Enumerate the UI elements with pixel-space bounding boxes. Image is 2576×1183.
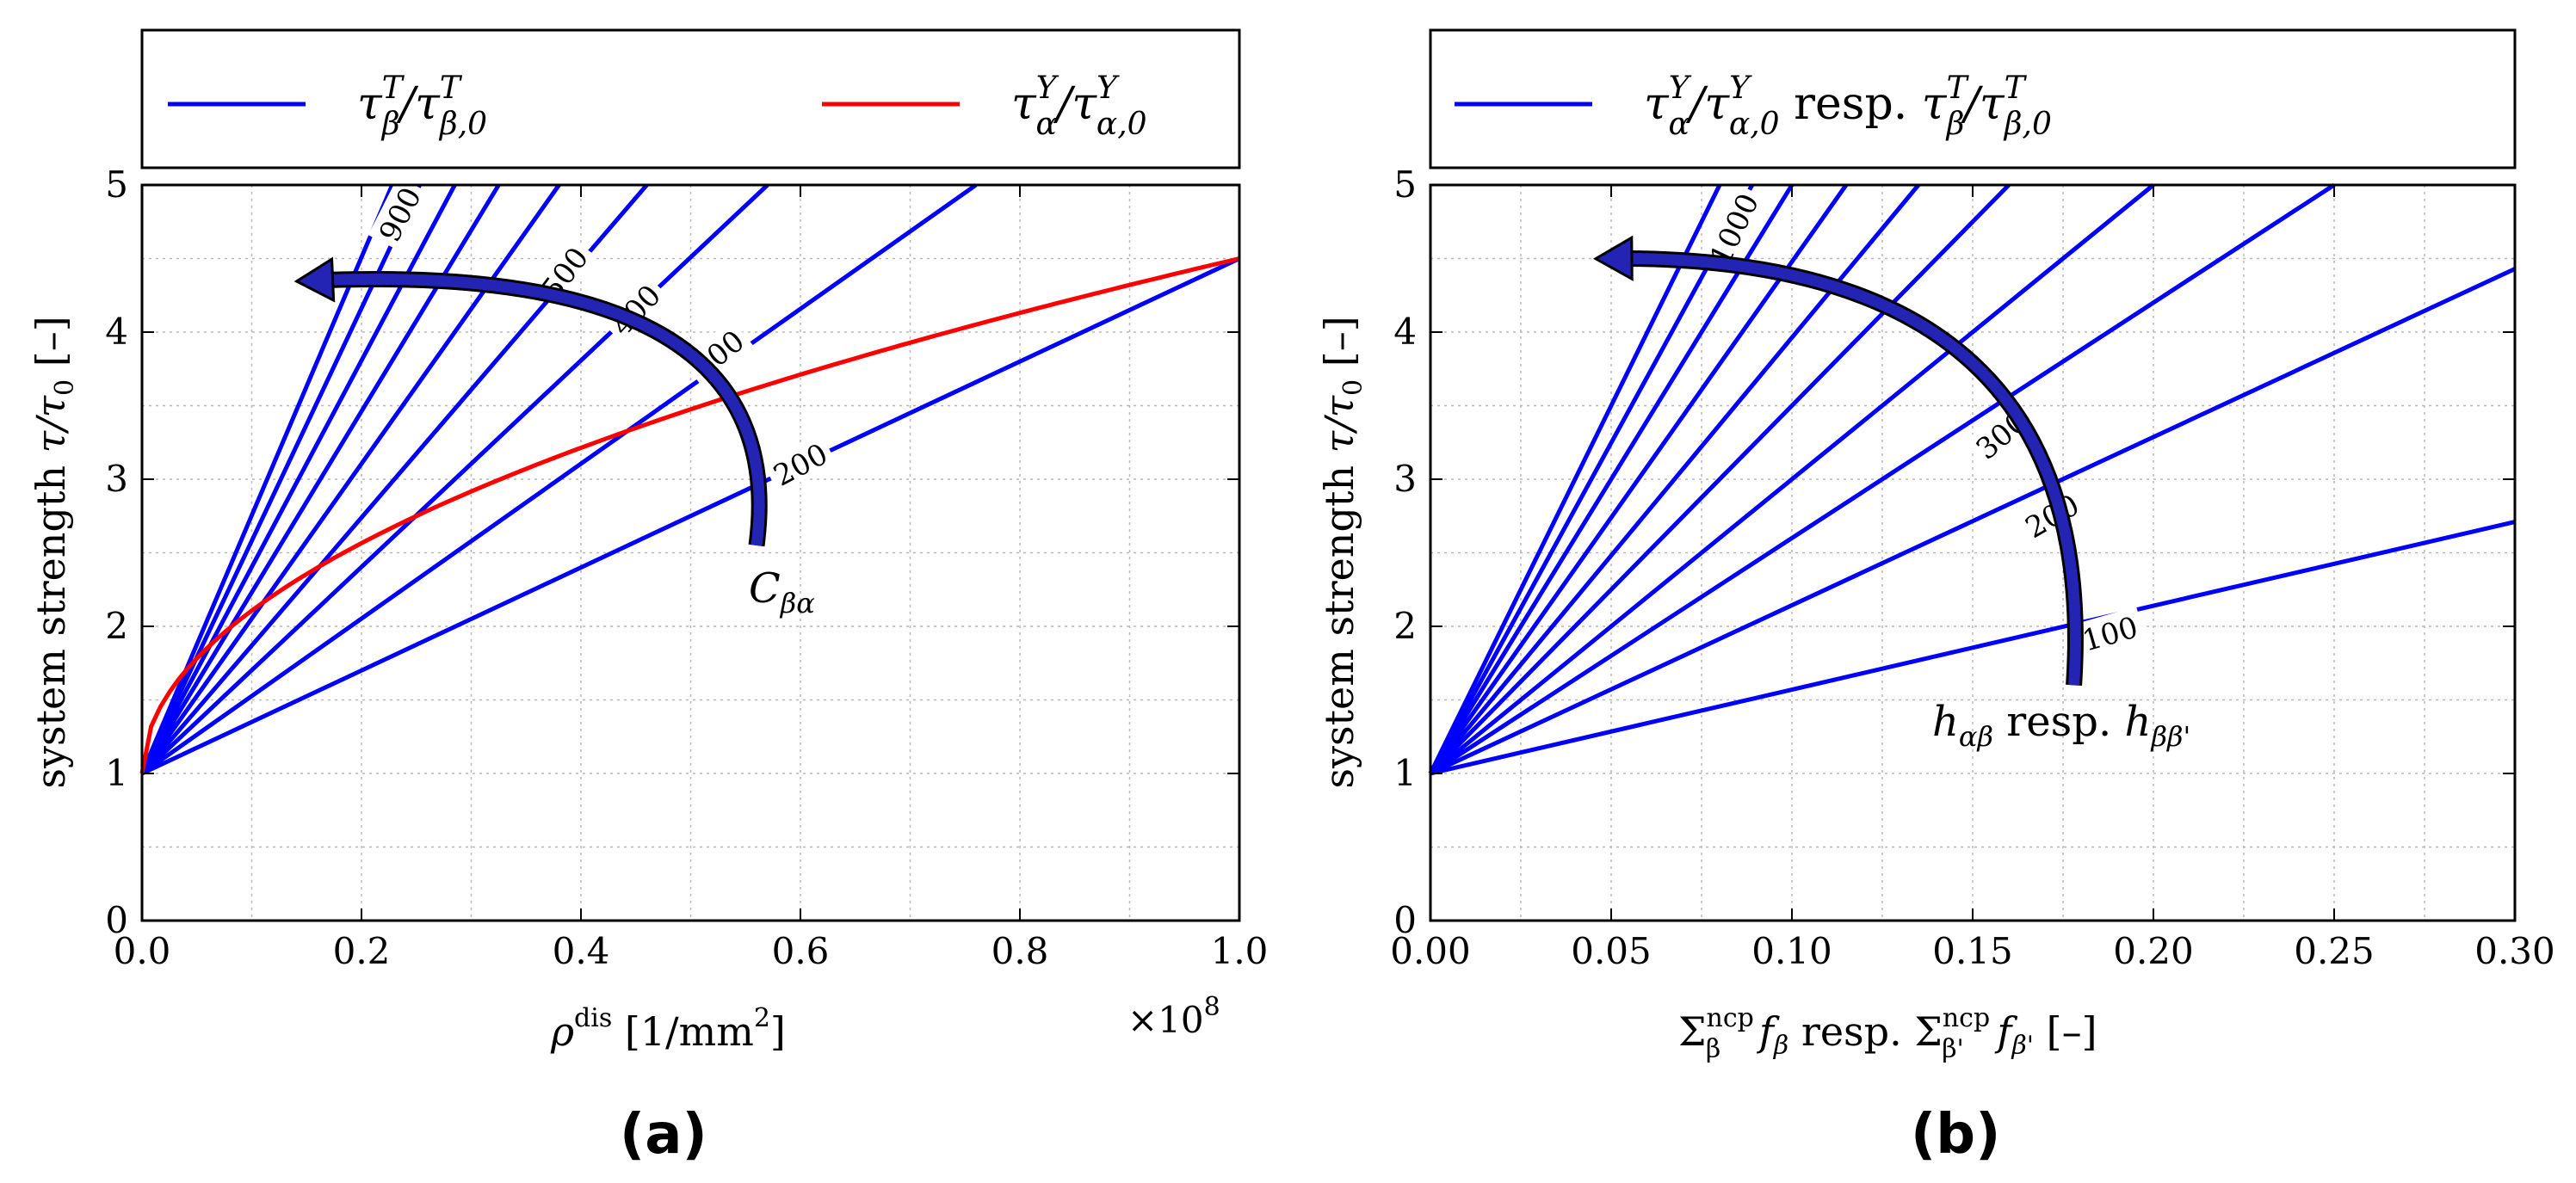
ticks-b: 0.00 0.05 0.10 0.15 0.20 0.25 0.30 0 1 2 3 4 5 bbox=[1390, 163, 2555, 972]
grid-a bbox=[142, 185, 1239, 921]
contour-label-bg bbox=[2014, 483, 2089, 546]
y-tick-label: 0 bbox=[105, 899, 128, 941]
x-tick-label: 0.20 bbox=[2113, 930, 2194, 972]
arrow-head bbox=[293, 256, 336, 303]
series-line-C=300 bbox=[140, 182, 978, 776]
y-tick-label: 4 bbox=[1393, 311, 1417, 353]
arrow-label-C: Cβα bbox=[749, 564, 815, 619]
legend-label-b: τY α/τY α,0 resp. τT β/τT β,0 bbox=[1644, 71, 2052, 142]
series-line-h=700 bbox=[1428, 183, 1849, 775]
x-tick-label: 0.0 bbox=[114, 930, 171, 972]
series-line-h=400 bbox=[1429, 183, 2155, 775]
x-tick-label: 0.00 bbox=[1390, 930, 1471, 972]
x-tick-label: 0.05 bbox=[1571, 930, 1652, 972]
series-line-h=900 bbox=[1428, 183, 1754, 775]
y-tick-label: 0 bbox=[1393, 899, 1417, 941]
legend-box-b bbox=[1429, 28, 2517, 169]
series-line-h=100 bbox=[1430, 520, 2516, 776]
series-line-h=200 bbox=[1429, 267, 2517, 776]
plot-frame-a bbox=[140, 183, 1241, 922]
y-tick-label: 1 bbox=[105, 752, 128, 794]
arrow-b: hαβ resp. hββ' bbox=[1592, 235, 2190, 753]
x-tick-label: 0.30 bbox=[2474, 930, 2555, 972]
y-tick-label: 2 bbox=[105, 605, 128, 647]
x-tick-label: 0.6 bbox=[772, 930, 830, 972]
panel-b: τY α/τY α,0 resp. τT β/τT β,0 1002003001000 … bbox=[1316, 28, 2555, 1167]
contour-label-bg bbox=[763, 432, 837, 494]
series-line-h=800 bbox=[1428, 183, 1795, 775]
legend-box-a bbox=[140, 28, 1241, 169]
arrow-a: Cβα bbox=[293, 256, 815, 619]
series-line-C=200 bbox=[140, 256, 1241, 776]
y-axis-label-a: system strength τ/τ0 [–] bbox=[28, 316, 80, 788]
x-tick-label: 0.25 bbox=[2294, 930, 2375, 972]
series-b bbox=[1428, 182, 2517, 776]
arrow-head bbox=[1592, 235, 1634, 281]
y-axis-label-b: system strength τ/τ0 [–] bbox=[1316, 316, 1368, 788]
y-tick-label: 3 bbox=[105, 458, 128, 500]
series-line-h=500 bbox=[1429, 183, 2011, 775]
y-tick-label: 1 bbox=[1393, 752, 1417, 794]
x-tick-label: 0.8 bbox=[991, 930, 1049, 972]
ticks-a: 0.0 0.2 0.4 0.6 0.8 1.0 0 1 2 3 4 5 bbox=[105, 163, 1268, 972]
arrow-body bbox=[312, 273, 765, 546]
panel-label-a: (a) bbox=[620, 1103, 707, 1167]
y-tick-label: 3 bbox=[1393, 458, 1417, 500]
series-line-C=400 bbox=[140, 183, 769, 775]
x-tick-label: 0.2 bbox=[333, 930, 391, 972]
x-tick-label: 1.0 bbox=[1211, 930, 1269, 972]
contour-label-bg bbox=[368, 176, 429, 251]
x-axis-label-b: Σncp β fβ resp. Σncp β' fβ' [–] bbox=[1678, 1003, 2097, 1064]
contour-label-bg bbox=[599, 273, 670, 345]
y-tick-label: 4 bbox=[105, 311, 128, 353]
panel-label-b: (b) bbox=[1911, 1103, 2000, 1167]
arrow-label-h: hαβ resp. hββ' bbox=[1932, 698, 2190, 753]
x-axis-label-a: ρdis [1/mm2] bbox=[550, 1003, 786, 1055]
series-line-Y0Y bbox=[139, 256, 1240, 774]
y-tick-label: 5 bbox=[105, 163, 128, 206]
x-tick-label: 0.15 bbox=[1932, 930, 2013, 972]
x-multiplier-a: ×108 bbox=[1127, 992, 1220, 1041]
grid-b bbox=[1430, 185, 2515, 921]
contour-label-bg bbox=[2073, 606, 2147, 658]
x-tick-label: 0.10 bbox=[1751, 930, 1832, 972]
series-line-h=1000 bbox=[1428, 183, 1722, 775]
y-tick-label: 2 bbox=[1393, 605, 1417, 647]
series-a bbox=[139, 182, 1241, 776]
x-tick-label: 0.4 bbox=[553, 930, 610, 972]
y-tick-label: 5 bbox=[1393, 163, 1417, 206]
series-line-h=300 bbox=[1429, 182, 2336, 776]
arrow-body bbox=[1610, 252, 2081, 686]
contour-label-bg bbox=[1699, 182, 1766, 274]
